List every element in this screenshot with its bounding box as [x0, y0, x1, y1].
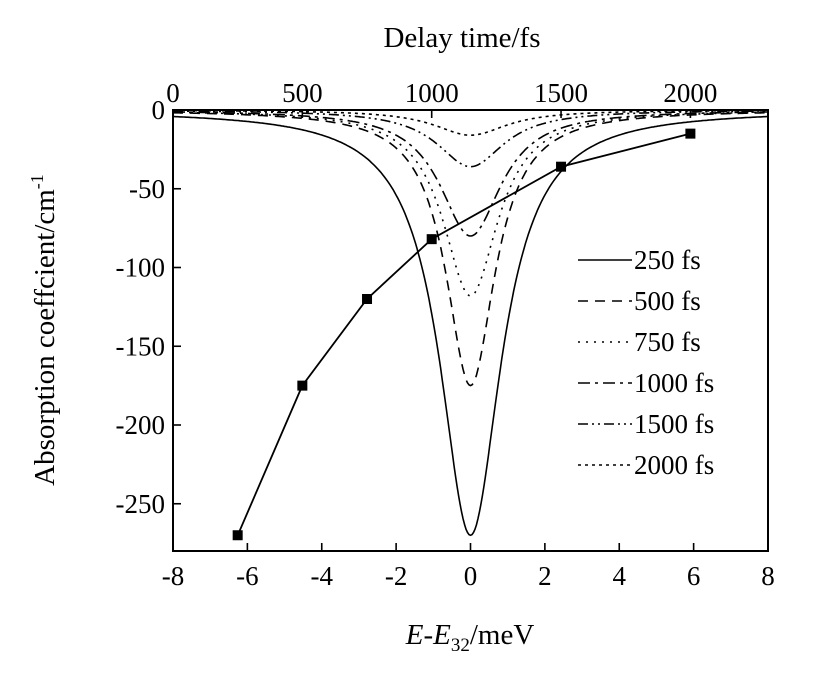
peak-marker-1500fs: [556, 161, 567, 172]
y-axis-title-text: Absorption coeffcient/cm: [29, 189, 61, 486]
y-tick-label-0: 0: [152, 95, 166, 125]
bottom-tick-label-2: 2: [538, 561, 552, 591]
y-tick-label--100: -100: [116, 253, 166, 283]
legend-label-500-fs: 500 fs: [634, 286, 701, 316]
legend-label-2000-fs: 2000 fs: [634, 450, 714, 480]
legend-label-1000-fs: 1000 fs: [634, 368, 714, 398]
plot-area: [173, 110, 768, 541]
y-tick-label--50: -50: [129, 174, 165, 204]
axes: -8 -6 -4 -2 0 2 4 6 8 0 500 1000 1500 2000 0 -50 -100 -15…: [116, 78, 775, 591]
series-line-250-fs: [173, 115, 768, 537]
top-tick-label-500: 500: [282, 78, 323, 108]
peak-marker-750fs: [362, 294, 373, 304]
series-line-1000-fs: [173, 111, 768, 237]
legend-label-750-fs: 750 fs: [634, 327, 701, 357]
bottom-tick-label-8: 8: [761, 561, 775, 591]
top-tick-label-1500: 1500: [534, 78, 588, 108]
peak-marker-2000fs: [685, 128, 696, 139]
top-tick-label-2000: 2000: [663, 78, 717, 108]
y-tick-label--250: -250: [116, 489, 166, 519]
legend-label-1500-fs: 1500 fs: [634, 409, 714, 439]
bottom-tick-label--6: -6: [236, 561, 259, 591]
bottom-tick-label--8: -8: [162, 561, 185, 591]
legend: 250 fs 500 fs 750 fs 1000 fs 1500 fs 2000 fs: [578, 245, 714, 480]
bottom-axis-title-unit: /meV: [470, 619, 534, 651]
bottom-axis-title: E-E32/meV: [405, 619, 535, 656]
top-tick-label-1000: 1000: [405, 78, 459, 108]
y-tick-label--200: -200: [116, 410, 166, 440]
peak-marker-500fs: [297, 380, 308, 391]
series-line-1500-fs: [173, 110, 768, 168]
y-tick-label--150: -150: [116, 331, 166, 361]
bottom-axis-title-e: E: [405, 619, 424, 651]
legend-label-250-fs: 250 fs: [634, 245, 701, 275]
bottom-tick-label--2: -2: [385, 561, 408, 591]
peak-vs-delay-line: [236, 132, 691, 536]
bottom-axis-title-dash: -: [423, 619, 433, 651]
y-axis-title: Absorption coeffcient/cm-1: [27, 174, 61, 486]
y-axis-title-sup: -1: [27, 174, 47, 189]
peak-marker-1000fs: [426, 234, 437, 245]
series-line-2000-fs: [173, 110, 768, 136]
peak-marker-250fs: [232, 530, 243, 541]
bottom-tick-label--4: -4: [311, 561, 334, 591]
bottom-tick-label-4: 4: [613, 561, 627, 591]
bottom-axis-title-e32: E: [432, 619, 451, 651]
bottom-axis-title-sub: 32: [451, 635, 470, 656]
bottom-tick-label-0: 0: [464, 561, 478, 591]
series-line-500-fs: [173, 111, 768, 387]
top-tick-label-0: 0: [166, 78, 180, 108]
top-axis-title: Delay time/fs: [383, 22, 540, 54]
bottom-tick-label-6: 6: [687, 561, 701, 591]
